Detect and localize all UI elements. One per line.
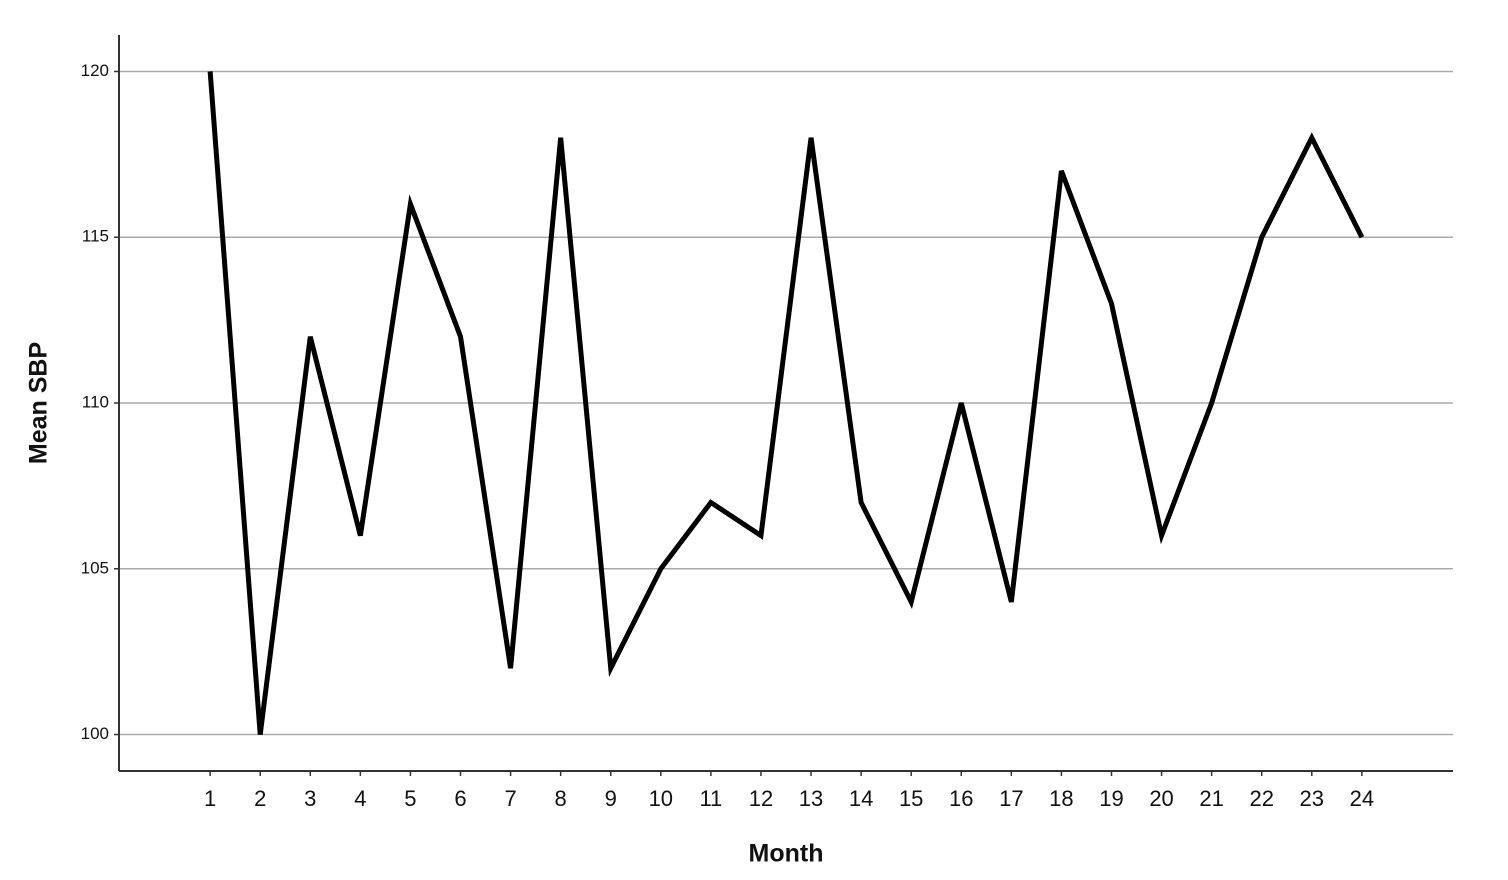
y-tick-label: 115 <box>82 227 109 246</box>
x-tick-label: 7 <box>504 786 516 811</box>
x-tick-label: 6 <box>454 786 466 811</box>
x-tick-label: 1 <box>204 786 216 811</box>
x-tick-label: 9 <box>605 786 617 811</box>
x-tick-label: 2 <box>254 786 266 811</box>
x-tick-label: 15 <box>899 786 923 811</box>
x-tick-label: 12 <box>749 786 773 811</box>
x-tick-label: 21 <box>1199 786 1223 811</box>
x-tick-label: 18 <box>1049 786 1073 811</box>
x-tick-label: 13 <box>799 786 823 811</box>
x-tick-label: 17 <box>999 786 1023 811</box>
x-tick-label: 5 <box>404 786 416 811</box>
y-tick-label: 110 <box>82 392 109 411</box>
y-tick-label: 105 <box>81 558 109 577</box>
x-tick-label: 10 <box>649 786 673 811</box>
x-tick-label: 24 <box>1350 786 1374 811</box>
x-tick-label: 19 <box>1099 786 1123 811</box>
x-tick-label: 11 <box>699 786 722 811</box>
y-tick-label: 100 <box>81 724 109 743</box>
x-tick-label: 14 <box>849 786 873 811</box>
x-tick-label: 23 <box>1300 786 1324 811</box>
x-tick-label: 22 <box>1249 786 1273 811</box>
x-tick-label: 20 <box>1149 786 1173 811</box>
y-tick-label: 120 <box>81 61 109 80</box>
x-tick-label: 8 <box>555 786 567 811</box>
x-tick-label: 4 <box>354 786 366 811</box>
x-tick-label: 3 <box>304 786 316 811</box>
x-axis-title: Month <box>749 840 824 868</box>
x-tick-label: 16 <box>949 786 973 811</box>
y-axis-title: Mean SBP <box>25 342 53 464</box>
line <box>207 71 1365 735</box>
